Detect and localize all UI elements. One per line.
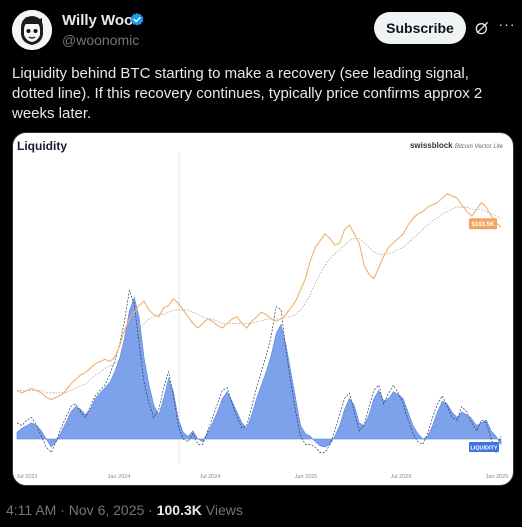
x-tick-label: Jul 2024 [200,474,221,480]
post-time[interactable]: 4:11 AM [6,502,57,518]
chart-card[interactable]: Liquidity swissblock Bitcoin Vector Lite… [12,132,514,486]
author-handle[interactable]: @woonomic [62,32,140,48]
x-tick-label: Jan 2025 [295,474,318,480]
meta-separator: · [60,502,65,518]
post-header: Willy Woo @woonomic Subscribe ··· [12,10,515,50]
liquidity-area [16,296,502,448]
brand-subtitle: Bitcoin Vector Lite [454,144,503,150]
chart-title: Liquidity [17,139,67,153]
x-tick-label: Jan 2026 [486,474,509,480]
liquidity-label-badge [469,442,499,452]
grok-icon[interactable] [474,20,490,36]
views-count: 100.3K [156,502,202,518]
x-tick-label: Jan 2024 [108,474,131,480]
tweet-text: Liquidity behind BTC starting to make a … [12,65,483,122]
post-date[interactable]: Nov 6, 2025 [68,502,145,518]
price-ma-line [17,206,502,394]
author-name[interactable]: Willy Woo [62,12,134,29]
avatar[interactable] [12,10,52,50]
avatar-image [12,10,52,50]
price-line [16,193,502,401]
brand-name: swissblock [409,141,453,150]
brand-logo: swissblock Bitcoin Vector Lite [410,141,503,150]
liquidity-label: LIQUIDITY [470,446,498,452]
x-tick-label: Jul 2025 [391,474,412,480]
meta-separator: · [148,502,153,518]
price-label-badge [469,218,497,230]
more-icon[interactable]: ··· [498,16,516,32]
subscribe-button[interactable]: Subscribe [374,12,466,44]
views-label: Views [205,502,243,518]
verified-badge-icon [130,13,144,26]
price-label: $103.5K [472,222,495,228]
post-meta: 4:11 AM · Nov 6, 2025 · 100.3K Views [6,502,243,518]
chart-plot: $103.5K LIQUIDITY Jul 2023 Jan 2024 Jul 2024… [16,153,509,480]
x-tick-label: Jul 2023 [17,474,38,480]
liquidity-signal-line [16,289,502,454]
